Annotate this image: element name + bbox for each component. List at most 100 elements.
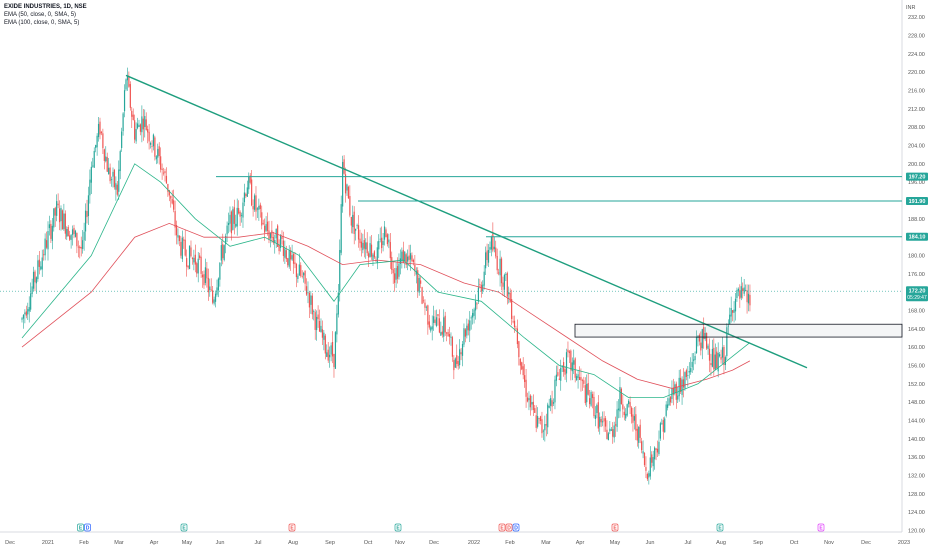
event-marker-letter: E [500, 526, 504, 532]
candle-body [682, 379, 685, 388]
candle-body [681, 379, 683, 395]
event-marker[interactable] [180, 523, 188, 532]
candle-body [378, 240, 380, 250]
candle-body [454, 358, 456, 368]
candle-body [716, 351, 718, 369]
event-marker[interactable] [611, 523, 619, 532]
candle-body [323, 332, 325, 340]
event-marker-letter: E [819, 526, 823, 532]
candle-body [407, 256, 409, 262]
candle-body [25, 311, 27, 316]
candle-body [212, 290, 214, 303]
candle-body [463, 328, 465, 345]
x-tick-label: Nov [395, 540, 405, 546]
candle-body [459, 349, 461, 366]
candle-body [200, 256, 202, 274]
candle-body [279, 235, 282, 249]
candle-body [581, 380, 584, 382]
event-marker[interactable] [288, 523, 296, 532]
candle-body [291, 255, 293, 260]
candle-body [278, 244, 280, 252]
event-marker[interactable] [394, 523, 402, 532]
x-tick-label: Mar [541, 540, 551, 546]
candle-body [694, 356, 696, 361]
candle-body [196, 263, 198, 274]
y-tick-label: 232.00 [908, 15, 925, 21]
candle-body [329, 354, 331, 358]
candle-body [648, 473, 650, 478]
event-marker[interactable] [84, 523, 91, 532]
y-tick-label: 168.00 [908, 308, 925, 314]
candle-body [557, 372, 559, 376]
candle-body [217, 278, 220, 291]
candle-body [95, 145, 97, 148]
candle-body [727, 325, 729, 327]
candle-body [430, 327, 432, 331]
event-marker[interactable] [716, 523, 724, 532]
event-marker[interactable] [498, 523, 506, 532]
candle-body [743, 287, 745, 294]
candle-body [642, 451, 644, 454]
candle-body [213, 299, 215, 304]
candle-body [492, 233, 494, 251]
candle-body [545, 424, 547, 426]
candle-body [100, 131, 103, 134]
trendline[interactable] [125, 74, 808, 369]
candle-body [187, 265, 189, 268]
support-resistance-zone[interactable] [574, 323, 903, 338]
candle-body [746, 290, 748, 303]
candle-body [154, 137, 156, 157]
x-tick-label: Jul [684, 540, 691, 546]
candle-body [685, 370, 687, 377]
candle-body [392, 269, 394, 274]
candle-body [22, 314, 25, 319]
candle-body [654, 447, 656, 460]
event-marker[interactable] [512, 523, 520, 532]
candle-body [274, 239, 276, 243]
event-marker-letter: E [396, 526, 400, 532]
candle-body [69, 235, 71, 240]
price-level-badge [906, 196, 928, 205]
candle-body [344, 174, 347, 194]
candle-body [236, 207, 238, 227]
candle-body [495, 247, 497, 257]
candle-body [719, 354, 721, 357]
candle-body [204, 267, 207, 283]
candle-body [152, 134, 155, 147]
candle-body [282, 240, 285, 256]
candle-body [749, 294, 751, 306]
candle-body [207, 277, 209, 293]
ema50-legend[interactable]: EMA (50, close, 0, SMA, 5) [4, 12, 77, 18]
candle-body [48, 224, 51, 229]
event-marker-letter: E [718, 526, 722, 532]
candle-body [235, 223, 237, 227]
event-marker[interactable] [77, 523, 84, 532]
ema100-legend[interactable]: EMA (100, close, 0, SMA, 5) [4, 20, 80, 26]
candle-body [526, 397, 529, 402]
candle-body [498, 272, 500, 274]
candle-body [102, 133, 104, 149]
candle-body [606, 429, 608, 439]
candle-body [502, 282, 504, 287]
candle-body [574, 358, 576, 378]
candle-body [669, 396, 672, 403]
candle-body [664, 418, 666, 433]
candle-body [711, 348, 713, 367]
candle-body [672, 387, 674, 395]
candle-body [346, 184, 348, 191]
candle-body [155, 156, 157, 160]
candle-body [740, 286, 742, 298]
candle-body [554, 379, 556, 403]
candle-body [708, 348, 711, 361]
candle-body [418, 278, 420, 293]
candle-body [148, 131, 150, 142]
event-marker[interactable] [505, 523, 513, 532]
event-marker-letter: E [79, 526, 83, 532]
candle-body [489, 247, 491, 250]
x-tick-label: Oct [364, 540, 373, 546]
event-marker[interactable] [817, 523, 825, 532]
candle-body [337, 292, 339, 315]
candle-body [619, 386, 621, 412]
candle-body [391, 257, 393, 270]
